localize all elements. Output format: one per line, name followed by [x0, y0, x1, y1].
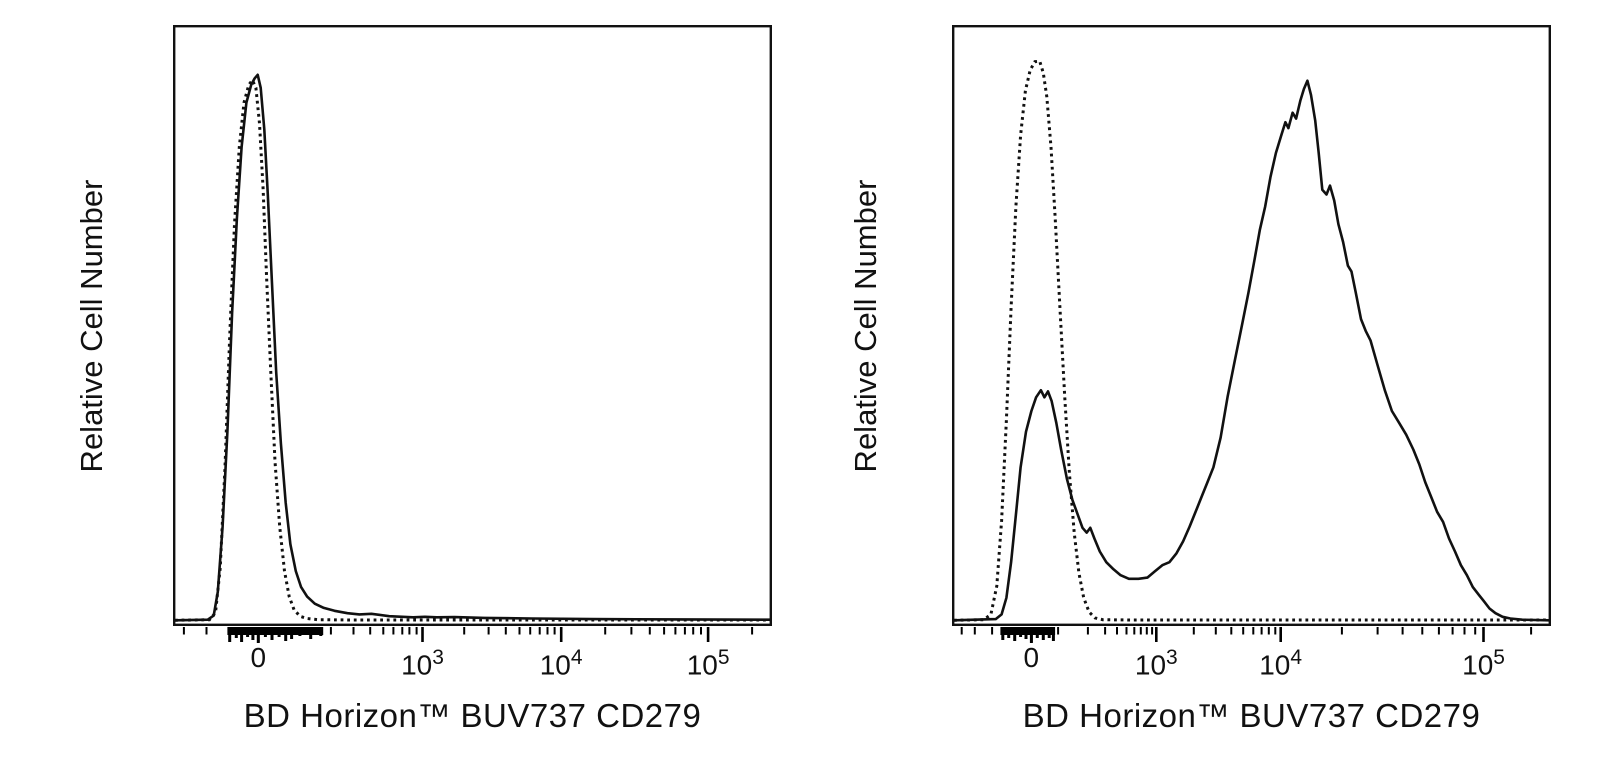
- dotted-curve: [174, 77, 770, 622]
- x-tick-label: 104: [1259, 646, 1303, 681]
- right-x-axis-ticks: [960, 627, 1533, 643]
- x-tick-label: 0: [1023, 642, 1040, 673]
- dotted-curve: [953, 59, 1549, 622]
- left-x-tick-labels: 0 103 104 105: [173, 641, 772, 687]
- left-x-axis-ticks: [182, 627, 754, 643]
- x-tick-label: 103: [1134, 646, 1178, 681]
- plot-frame: [173, 25, 772, 626]
- plot-frame: [952, 25, 1551, 626]
- left-y-axis-label: Relative Cell Number: [74, 179, 109, 473]
- x-tick-label: 105: [1462, 646, 1505, 681]
- solid-curve: [174, 73, 771, 622]
- zero-region-tick-cluster: [1000, 627, 1056, 635]
- right-y-axis-label: Relative Cell Number: [848, 179, 883, 473]
- x-tick-label: 105: [686, 646, 730, 681]
- x-tick-label: 103: [401, 646, 444, 681]
- x-tick-label: 104: [539, 646, 583, 681]
- left-x-axis-label: BD Horizon™ BUV737 CD279: [243, 697, 702, 734]
- zero-region-tick-cluster: [227, 627, 324, 635]
- solid-curve: [953, 79, 1550, 622]
- right-x-tick-labels: 0 103 104 105: [952, 641, 1551, 687]
- right-plot-area: [952, 25, 1551, 626]
- right-x-axis-label: BD Horizon™ BUV737 CD279: [1022, 697, 1481, 734]
- left-plot-area: [173, 25, 772, 626]
- x-tick-label: 0: [250, 642, 267, 673]
